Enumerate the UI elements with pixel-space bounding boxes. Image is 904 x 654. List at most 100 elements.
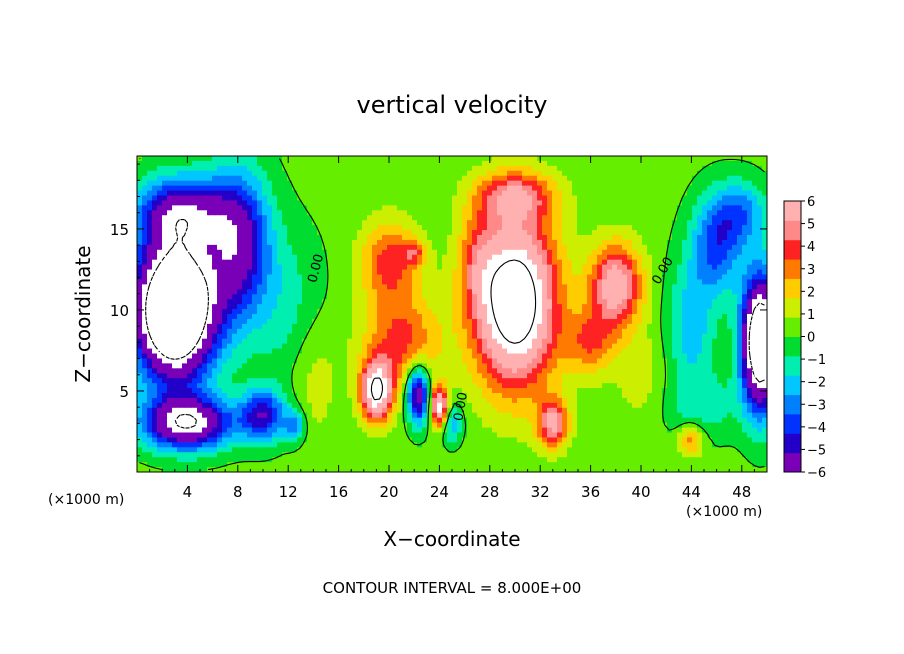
heatmap-cell — [177, 185, 183, 192]
heatmap-cell — [252, 333, 258, 340]
heatmap-cell — [672, 210, 678, 216]
heatmap-cell — [397, 205, 403, 211]
heatmap-cell — [562, 239, 568, 246]
heatmap-cell — [507, 284, 513, 290]
heatmap-cell — [142, 190, 148, 197]
heatmap-cell — [312, 249, 318, 256]
heatmap-cell — [372, 318, 378, 325]
heatmap-cell — [232, 323, 238, 330]
heatmap-cell — [427, 259, 433, 266]
heatmap-cell — [187, 323, 193, 330]
heatmap-cell — [722, 294, 728, 300]
heatmap-cell — [697, 156, 703, 162]
heatmap-cell — [367, 343, 373, 350]
heatmap-cell — [467, 279, 473, 285]
heatmap-cell — [162, 348, 168, 355]
heatmap-cell — [197, 259, 203, 266]
heatmap-cell — [672, 225, 678, 231]
heatmap-cell — [262, 160, 268, 167]
heatmap-cell — [457, 180, 463, 187]
heatmap-cell — [387, 220, 393, 226]
heatmap-cell — [727, 309, 733, 315]
heatmap-cell — [727, 175, 733, 182]
heatmap-cell — [372, 190, 378, 197]
heatmap-cell — [752, 269, 758, 276]
heatmap-cell — [152, 314, 158, 320]
heatmap-cell — [432, 249, 438, 256]
heatmap-cell — [382, 284, 388, 290]
heatmap-cell — [267, 304, 273, 310]
heatmap-cell — [227, 259, 233, 266]
heatmap-cell — [292, 343, 298, 350]
heatmap-cell — [432, 338, 438, 345]
heatmap-cell — [432, 264, 438, 271]
heatmap-cell — [247, 195, 253, 202]
heatmap-cell — [222, 210, 228, 216]
heatmap-cell — [297, 175, 303, 182]
heatmap-cell — [677, 210, 683, 216]
heatmap-cell — [177, 244, 183, 251]
heatmap-cell — [537, 328, 543, 335]
heatmap-cell — [732, 343, 738, 350]
heatmap-cell — [382, 244, 388, 251]
heatmap-cell — [492, 165, 498, 172]
heatmap-cell — [412, 165, 418, 172]
heatmap-cell — [297, 299, 303, 305]
heatmap-cell — [567, 314, 573, 320]
heatmap-cell — [157, 338, 163, 345]
heatmap-cell — [357, 239, 363, 246]
heatmap-cell — [702, 279, 708, 285]
heatmap-cell — [752, 210, 758, 216]
heatmap-cell — [172, 225, 178, 231]
heatmap-cell — [172, 274, 178, 281]
heatmap-cell — [552, 185, 558, 192]
heatmap-cell — [147, 259, 153, 266]
heatmap-cell — [242, 284, 248, 290]
heatmap-cell — [442, 200, 448, 206]
heatmap-cell — [232, 309, 238, 315]
heatmap-cell — [707, 254, 713, 261]
heatmap-cell — [357, 348, 363, 355]
heatmap-cell — [647, 318, 653, 325]
heatmap-cell — [562, 195, 568, 202]
heatmap-cell — [602, 160, 608, 167]
heatmap-cell — [547, 294, 553, 300]
heatmap-cell — [262, 299, 268, 305]
heatmap-cell — [587, 338, 593, 345]
heatmap-cell — [312, 318, 318, 325]
heatmap-cell — [587, 170, 593, 177]
heatmap-cell — [667, 185, 673, 192]
heatmap-cell — [337, 156, 343, 162]
heatmap-cell — [447, 160, 453, 167]
heatmap-cell — [187, 299, 193, 305]
heatmap-cell — [202, 244, 208, 251]
heatmap-cell — [672, 284, 678, 290]
heatmap-cell — [342, 284, 348, 290]
heatmap-cell — [502, 294, 508, 300]
heatmap-cell — [337, 299, 343, 305]
heatmap-cell — [332, 239, 338, 246]
heatmap-cell — [647, 333, 653, 340]
heatmap-cell — [547, 165, 553, 172]
heatmap-cell — [187, 304, 193, 310]
heatmap-cell — [352, 165, 358, 172]
heatmap-cell — [737, 304, 743, 310]
heatmap-cell — [217, 338, 223, 345]
heatmap-cell — [452, 274, 458, 281]
heatmap-cell — [192, 156, 198, 162]
heatmap-cell — [377, 284, 383, 290]
heatmap-cell — [582, 235, 588, 241]
heatmap-cell — [147, 328, 153, 335]
heatmap-cell — [327, 274, 333, 281]
heatmap-cell — [167, 244, 173, 251]
heatmap-cell — [287, 175, 293, 182]
heatmap-cell — [627, 185, 633, 192]
heatmap-cell — [227, 318, 233, 325]
heatmap-cell — [527, 264, 533, 271]
heatmap-cell — [617, 279, 623, 285]
heatmap-cell — [152, 348, 158, 355]
heatmap-cell — [472, 165, 478, 172]
heatmap-cell — [217, 343, 223, 350]
heatmap-cell — [582, 338, 588, 345]
heatmap-cell — [157, 160, 163, 167]
